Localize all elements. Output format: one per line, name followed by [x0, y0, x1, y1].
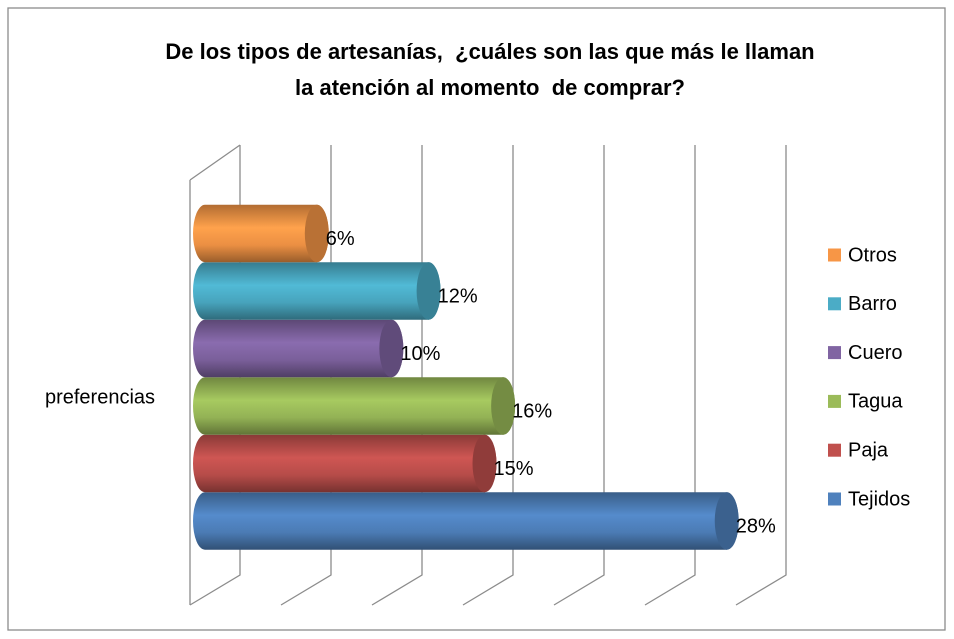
bar-cap	[416, 262, 441, 320]
bar	[193, 262, 441, 320]
grid-line	[735, 145, 787, 606]
legend-swatch	[828, 492, 841, 506]
bar	[193, 204, 329, 263]
bar	[193, 492, 739, 550]
bar-body	[193, 262, 441, 320]
data-label: 28%	[736, 515, 776, 537]
grid-line	[553, 145, 605, 606]
bar-body	[193, 377, 516, 435]
bar-cap	[304, 204, 329, 263]
bar	[193, 319, 404, 378]
bar-body	[193, 434, 497, 493]
bar-body	[193, 492, 739, 550]
legend-label: Tejidos	[848, 488, 910, 510]
legend-swatch	[828, 297, 841, 311]
wall-edge	[189, 144, 241, 605]
bar-body	[193, 319, 404, 378]
bar-cap	[379, 319, 404, 378]
legend-swatch	[828, 248, 841, 262]
bar-body	[193, 204, 329, 263]
data-label: 10%	[400, 343, 440, 365]
legend-swatch	[828, 394, 841, 408]
data-label: 6%	[326, 228, 355, 250]
bar-cap	[714, 492, 739, 550]
category-label: preferencias	[45, 386, 155, 408]
bar-cap	[491, 377, 516, 435]
legend-swatch	[828, 443, 841, 457]
grid-line	[644, 145, 696, 606]
bar-cap	[472, 434, 497, 493]
data-label: 12%	[438, 285, 478, 307]
chart-title: la atención al momento de comprar?	[295, 75, 685, 100]
legend-label: Paja	[848, 439, 889, 461]
legend-label: Barro	[848, 293, 897, 315]
data-label: 16%	[512, 400, 552, 422]
legend-label: Tagua	[848, 391, 903, 413]
chart-title: De los tipos de artesanías, ¿cuáles son …	[165, 39, 814, 64]
bar	[193, 377, 516, 435]
legend-label: Otros	[848, 244, 897, 266]
bar	[193, 434, 497, 493]
legend-swatch	[828, 346, 841, 360]
grid-line	[462, 145, 514, 606]
data-label: 15%	[494, 458, 534, 480]
legend-label: Cuero	[848, 342, 902, 364]
